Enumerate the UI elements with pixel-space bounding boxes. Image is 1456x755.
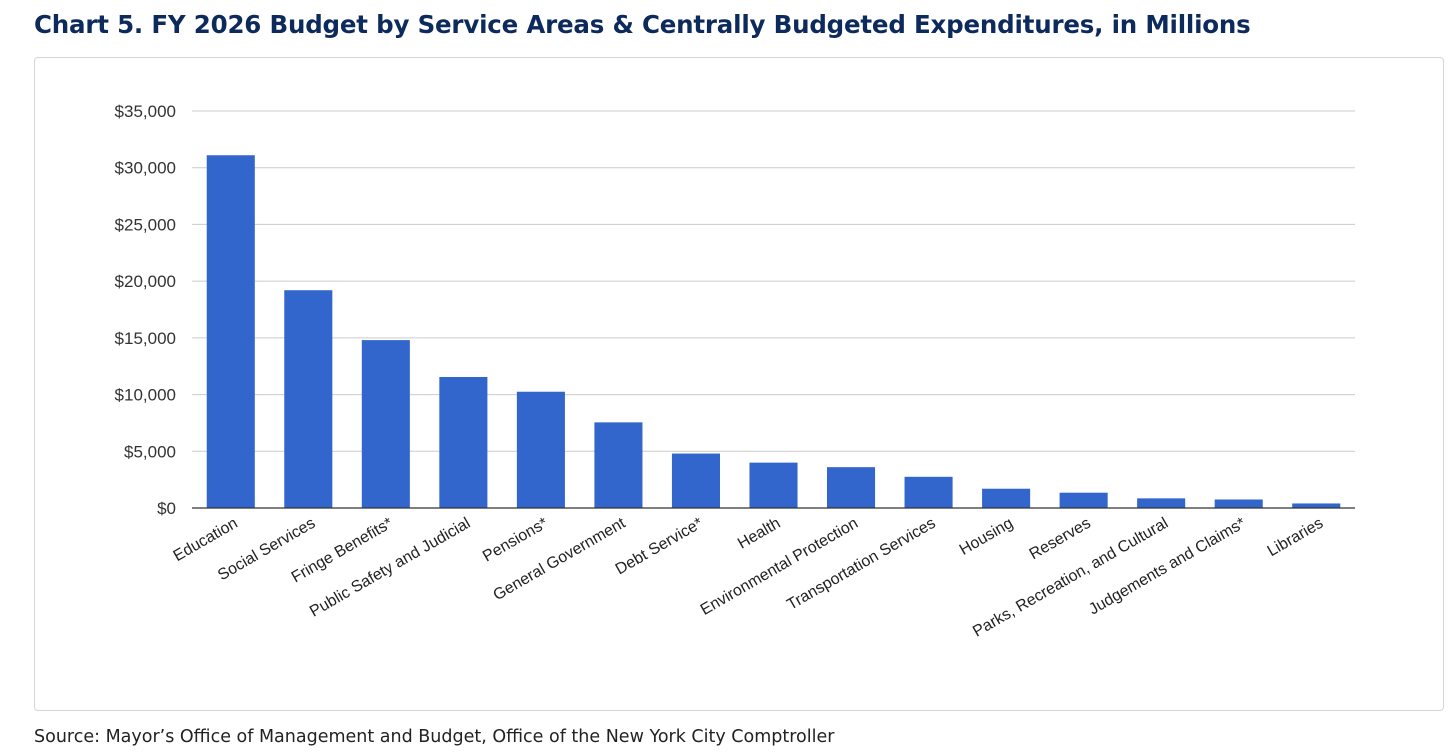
y-tick-label: $20,000 <box>115 272 176 291</box>
x-tick-label: Education <box>171 515 241 565</box>
bar <box>1137 498 1186 508</box>
chart-title: Chart 5. FY 2026 Budget by Service Areas… <box>34 10 1251 39</box>
y-tick-label: $25,000 <box>115 215 176 234</box>
bar <box>1292 503 1341 508</box>
bar <box>594 422 643 508</box>
y-tick-label: $10,000 <box>115 386 176 405</box>
bar <box>982 488 1031 508</box>
x-tick-label: Housing <box>957 515 1016 559</box>
bar-chart: $0 $5,000 $10,000 $15,000 $20,000 $25,000 $30,… <box>115 102 1355 641</box>
y-tick-label: $5,000 <box>124 442 176 461</box>
bar <box>206 155 255 508</box>
x-tick-label: General Government <box>491 514 629 604</box>
x-tick-label: Libraries <box>1265 515 1327 560</box>
y-tick-label: $15,000 <box>115 329 176 348</box>
y-tick-label: $0 <box>157 499 176 518</box>
bar <box>361 340 410 508</box>
x-tick-label: Debt Service* <box>613 515 706 579</box>
source-note: Source: Mayor’s Office of Management and… <box>34 727 835 747</box>
x-tick-label: Transportation Services <box>784 515 938 614</box>
bar <box>826 467 876 508</box>
bar <box>1059 492 1108 508</box>
x-tick-label: Pensions* <box>480 515 551 566</box>
bar <box>671 453 721 508</box>
x-tick-label: Reserves <box>1027 515 1094 564</box>
y-tick-label: $30,000 <box>115 159 176 178</box>
y-tick-label: $35,000 <box>115 102 176 121</box>
bar <box>439 376 488 508</box>
bar <box>516 391 565 508</box>
x-tick-label: Health <box>735 515 784 553</box>
bar <box>749 462 798 508</box>
bar <box>904 476 953 508</box>
chart-card: $0 $5,000 $10,000 $15,000 $20,000 $25,000 $30,… <box>34 57 1444 711</box>
bar <box>284 290 333 508</box>
bar <box>1214 499 1263 508</box>
